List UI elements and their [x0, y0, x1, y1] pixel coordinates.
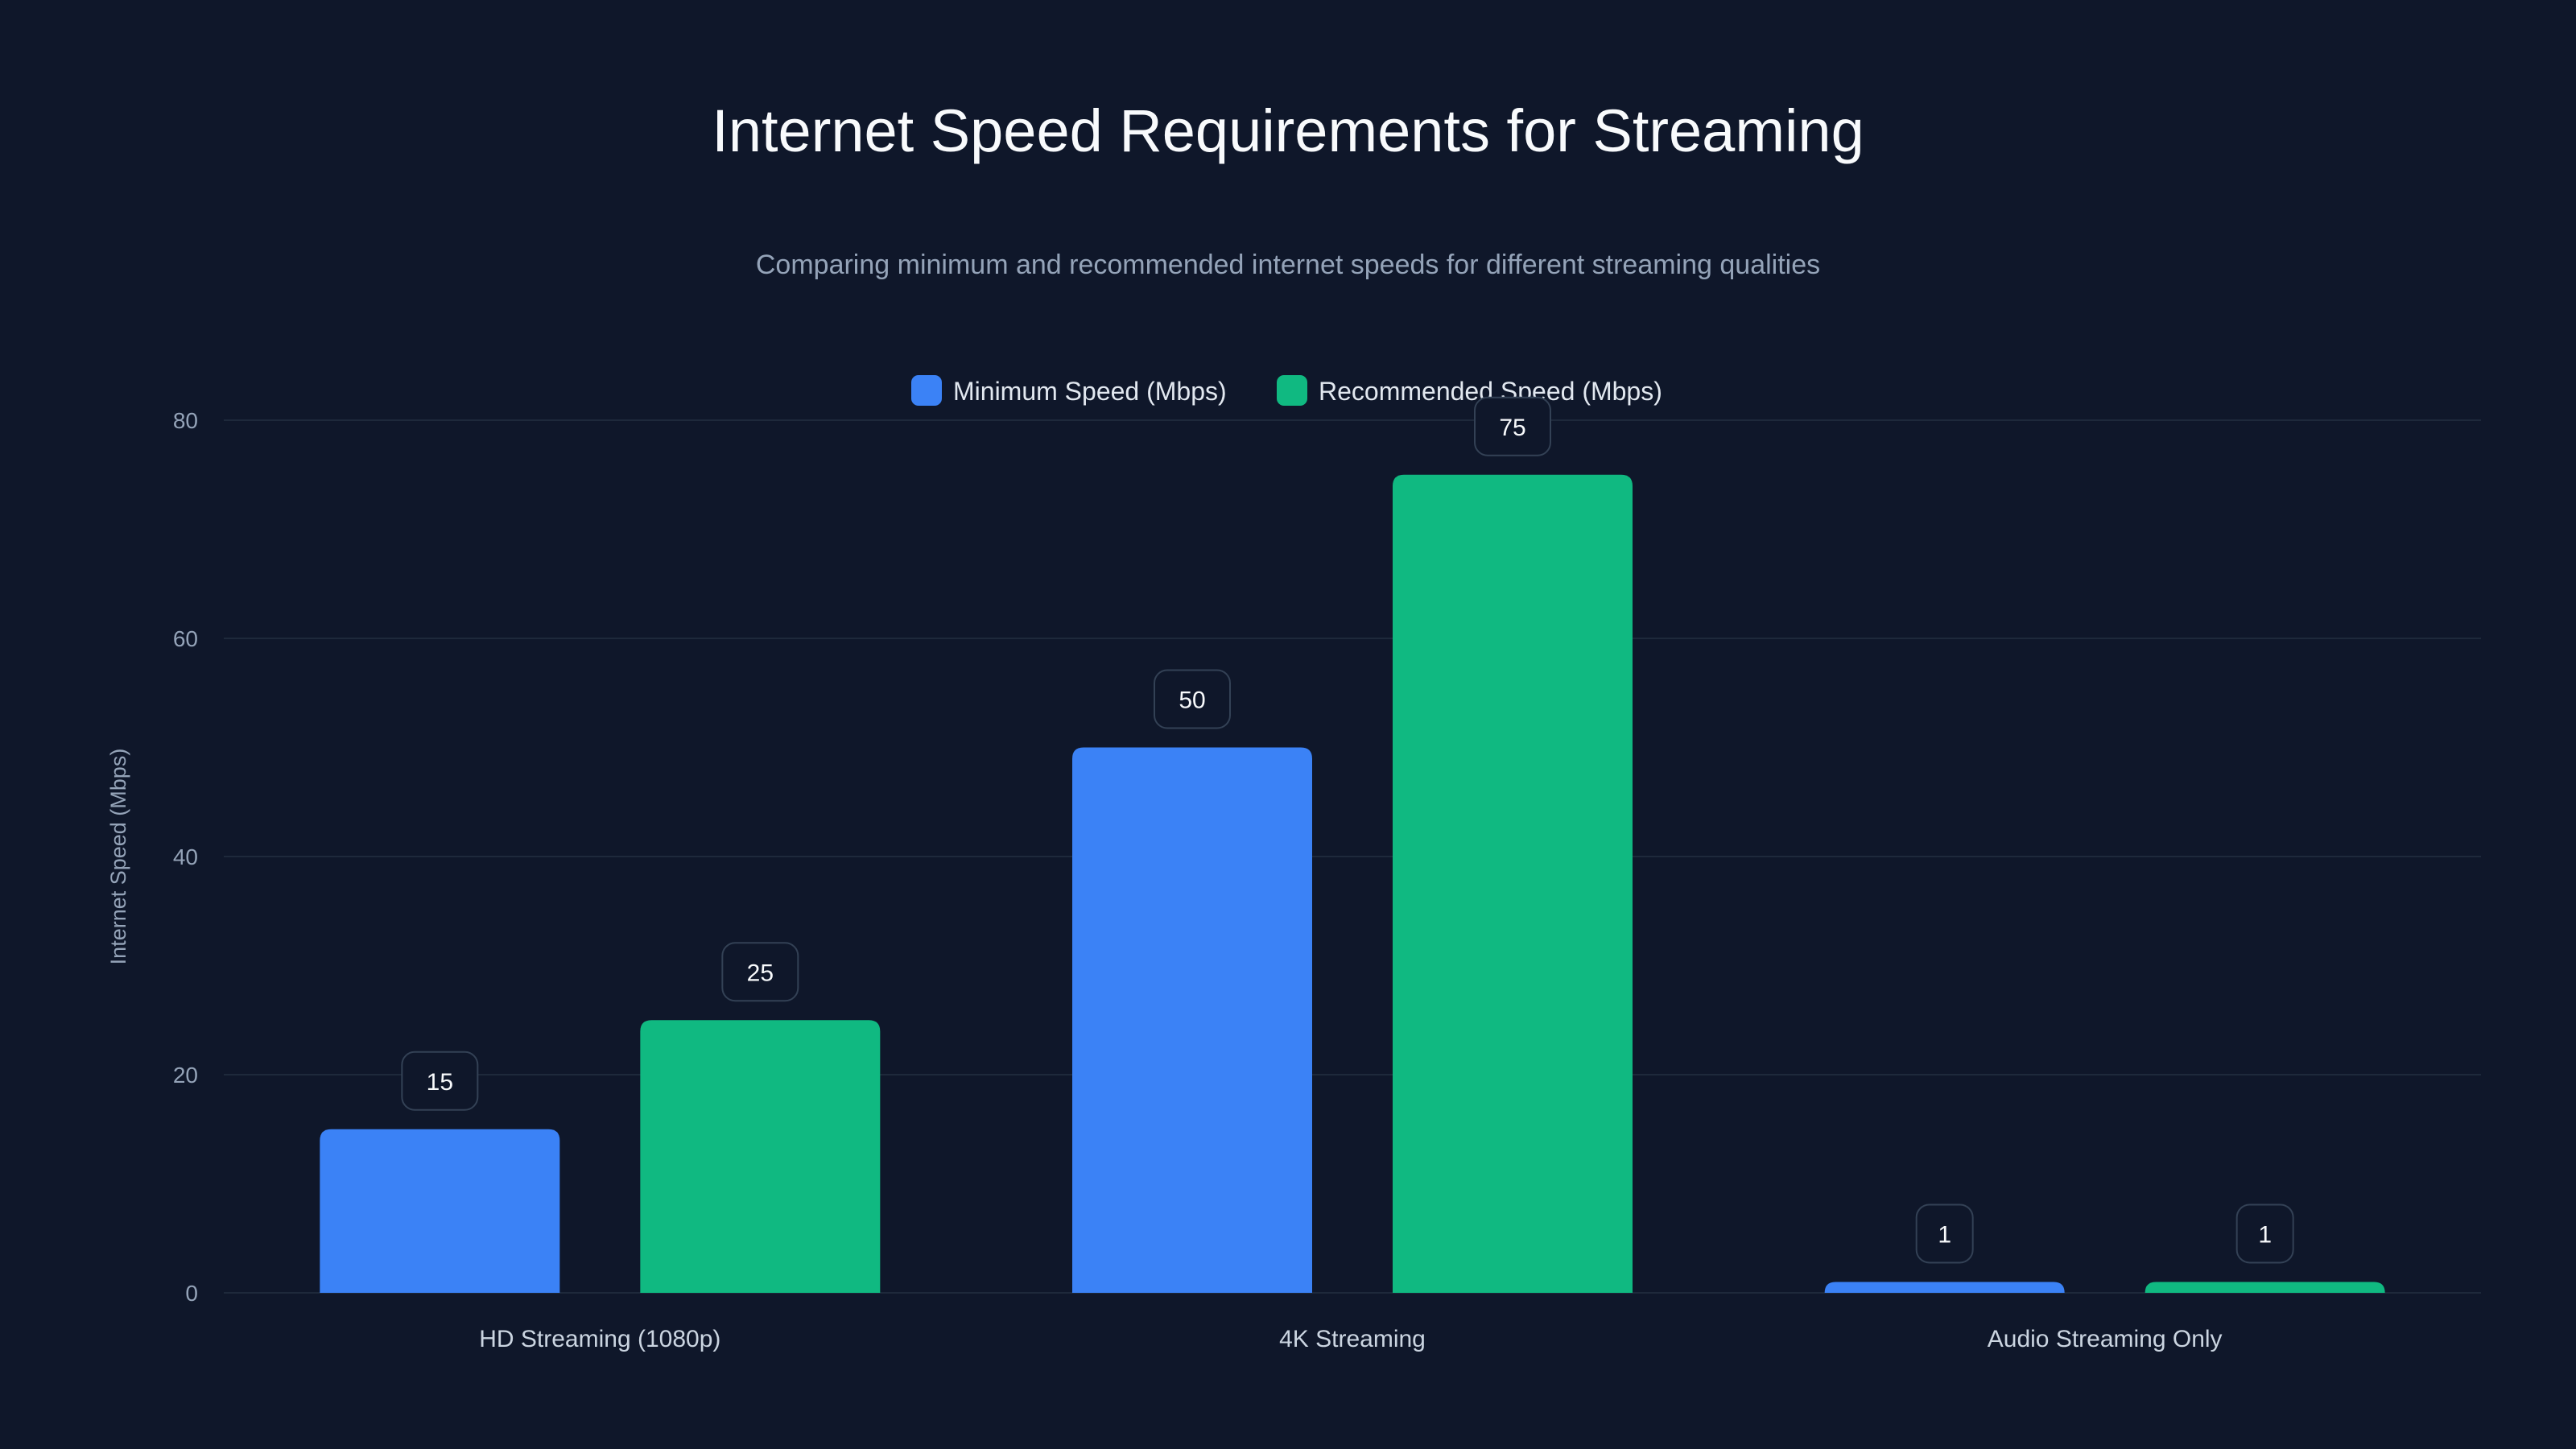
data-label-box [401, 1051, 479, 1111]
x-axis-ticks: HD Streaming (1080p) 4K Streaming Audio St… [479, 1326, 2222, 1352]
y-axis-ticks: 0 20 40 60 80 [173, 408, 198, 1306]
legend-swatch [1277, 375, 1307, 406]
data-label: 1 [2258, 1221, 2272, 1248]
chart-title: Internet Speed Requirements for Streamin… [712, 97, 1864, 164]
x-tick-label: Audio Streaming Only [1988, 1326, 2223, 1352]
data-label-box [2235, 1203, 2294, 1264]
y-tick-label: 80 [173, 408, 198, 433]
x-tick-label: HD Streaming (1080p) [479, 1326, 720, 1352]
y-tick-label: 40 [173, 844, 198, 869]
legend: Minimum Speed (Mbps) Recommended Speed (M… [911, 375, 1662, 406]
bar [1393, 474, 1633, 1293]
y-tick-label: 60 [173, 626, 198, 651]
bar [320, 1129, 560, 1293]
bars [320, 474, 2385, 1293]
bar [1072, 747, 1312, 1293]
legend-swatch [911, 375, 942, 406]
x-tick-label: 4K Streaming [1279, 1326, 1426, 1352]
data-label-box [1474, 396, 1551, 456]
data-label: 50 [1179, 687, 1205, 714]
data-label: 75 [1499, 415, 1525, 441]
data-labels: 15 25 50 75 1 1 [401, 396, 2294, 1264]
y-tick-label: 20 [173, 1063, 198, 1088]
y-tick-label: 0 [185, 1281, 198, 1306]
data-label: 1 [1938, 1221, 1951, 1248]
chart-subtitle: Comparing minimum and recommended intern… [756, 250, 1820, 280]
bar [2145, 1282, 2385, 1293]
data-label: 25 [747, 960, 774, 986]
gridlines [224, 419, 2481, 1294]
bar [640, 1020, 881, 1293]
data-label-box [1154, 669, 1231, 729]
bar [1824, 1282, 2065, 1293]
data-label-box [1915, 1203, 1974, 1264]
data-label-box [721, 942, 799, 1002]
y-axis-label: Internet Speed (Mbps) [106, 749, 130, 965]
legend-label: Minimum Speed (Mbps) [953, 377, 1227, 406]
data-label: 15 [427, 1069, 453, 1096]
